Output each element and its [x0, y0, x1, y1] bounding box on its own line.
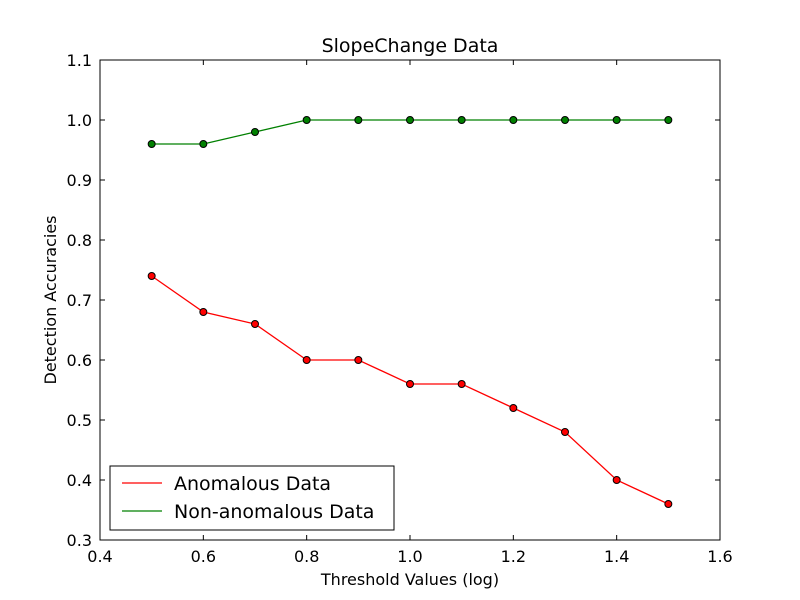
- data-point: [457, 380, 466, 388]
- data-point: [457, 116, 466, 124]
- data-point: [199, 140, 208, 148]
- data-point: [147, 272, 156, 280]
- y-tick-label: 0.4: [67, 471, 92, 490]
- y-tick-label: 0.6: [67, 351, 92, 370]
- data-point: [251, 128, 259, 136]
- data-point: [612, 476, 621, 484]
- data-point: [664, 116, 673, 124]
- data-point: [147, 140, 156, 148]
- x-axis-label: Threshold Values (log): [320, 570, 499, 589]
- y-tick-label: 0.3: [67, 531, 92, 550]
- x-tick-label: 0.4: [87, 547, 112, 566]
- data-point: [302, 116, 311, 124]
- data-point: [354, 116, 363, 124]
- x-tick-label: 1.6: [707, 547, 732, 566]
- data-point: [509, 116, 518, 124]
- data-point: [406, 116, 414, 124]
- data-point: [354, 356, 363, 364]
- data-point: [664, 500, 673, 508]
- y-tick-label: 0.7: [67, 291, 92, 310]
- data-point: [302, 356, 311, 364]
- y-tick-label: 1.0: [67, 111, 92, 130]
- data-point: [612, 116, 621, 124]
- x-tick-label: 1.2: [501, 547, 526, 566]
- y-tick-label: 0.8: [67, 231, 92, 250]
- y-tick-label: 0.9: [67, 171, 92, 190]
- data-point: [251, 320, 259, 328]
- legend-box: [109, 465, 395, 531]
- data-point: [199, 308, 208, 316]
- y-tick-label: 0.5: [67, 411, 92, 430]
- data-point: [406, 380, 414, 388]
- plot-area-frame: [99, 59, 721, 541]
- x-tick-label: 1.4: [604, 547, 629, 566]
- chart-title: SlopeChange Data: [322, 35, 499, 57]
- y-tick-label: 1.1: [67, 51, 92, 70]
- legend-label: Non-anomalous Data: [174, 501, 374, 523]
- legend-label: Anomalous Data: [174, 473, 331, 495]
- x-tick-label: 1.0: [397, 547, 422, 566]
- x-tick-label: 0.8: [294, 547, 319, 566]
- legend: Anomalous Data Non-anomalous Data: [109, 465, 395, 531]
- data-point: [561, 428, 569, 436]
- data-point: [509, 404, 518, 412]
- y-axis-label: Detection Accuracies: [41, 215, 60, 384]
- x-tick-label: 0.6: [191, 547, 216, 566]
- data-point: [561, 116, 569, 124]
